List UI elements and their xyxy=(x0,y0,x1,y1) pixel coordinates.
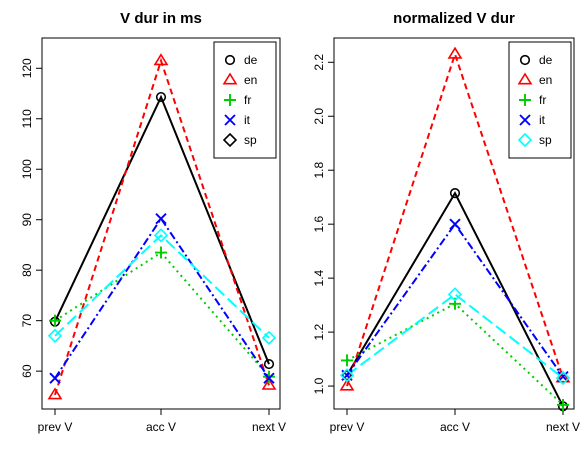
legend-label-fr: fr xyxy=(539,93,546,107)
series-line-sp xyxy=(346,293,564,379)
legend-label-en: en xyxy=(244,73,257,87)
data-point-sp xyxy=(153,228,169,243)
legend-marker-sp xyxy=(517,132,533,148)
series-line-de xyxy=(54,94,270,365)
series-line-it xyxy=(54,216,270,379)
data-point-en xyxy=(339,378,355,391)
legend: de en fr it sp xyxy=(213,41,277,159)
legend: de en fr it sp xyxy=(508,41,572,159)
y-tick-label: 90 xyxy=(20,213,34,227)
legend-label-it: it xyxy=(539,113,546,127)
plot-frame xyxy=(333,37,575,410)
data-point-it xyxy=(49,372,61,384)
data-point-fr xyxy=(263,370,275,383)
y-tick-label: 60 xyxy=(20,364,34,378)
legend-marker-it xyxy=(519,114,531,126)
data-point-sp xyxy=(339,368,355,383)
data-point-it xyxy=(449,218,461,230)
legend-label-sp: sp xyxy=(539,133,552,147)
legend-marker-fr xyxy=(519,94,531,106)
panel-1: V dur in ms 60 70 80 90 100 110 120 prev V acc V n… xyxy=(20,10,286,434)
series-line-en xyxy=(54,57,270,396)
y-tick-label: 2.0 xyxy=(312,108,326,125)
data-point-fr xyxy=(557,398,569,411)
legend-marker-fr xyxy=(224,94,236,106)
chart-title: V dur in ms xyxy=(120,10,202,27)
x-tick-label: acc V xyxy=(440,420,470,434)
data-point-en xyxy=(555,370,571,383)
data-point-en xyxy=(261,377,277,390)
data-point-en xyxy=(153,53,169,66)
y-tick-label: 80 xyxy=(20,263,34,277)
y-tick-label: 120 xyxy=(20,58,34,78)
series-line-fr xyxy=(54,251,270,378)
data-point-de xyxy=(155,91,167,103)
data-point-it xyxy=(155,213,167,225)
data-point-de xyxy=(449,188,461,199)
data-point-sp xyxy=(47,328,63,343)
legend-label-en: en xyxy=(539,73,552,87)
legend-label-de: de xyxy=(244,53,258,67)
data-point-fr xyxy=(341,354,353,367)
series-line-sp xyxy=(54,233,270,339)
y-tick-label: 110 xyxy=(20,109,34,128)
legend-marker-en xyxy=(222,72,238,85)
legend-label-de: de xyxy=(539,53,553,67)
x-tick-label: next V xyxy=(252,420,286,434)
data-point-sp xyxy=(447,287,463,302)
legend-marker-it xyxy=(224,114,236,126)
y-tick-label: 2.2 xyxy=(312,54,326,71)
y-tick-label: 1.4 xyxy=(312,269,326,286)
data-point-sp xyxy=(555,370,571,386)
x-tick-label: next V xyxy=(546,420,580,434)
data-point-sp xyxy=(261,330,277,345)
y-tick-label: 1.0 xyxy=(312,377,326,394)
panel-2: normalized V dur 1.0 1.2 1.4 1.6 1.8 2.0 2.2 pre… xyxy=(312,10,580,434)
data-point-en xyxy=(447,46,463,59)
legend-marker-sp xyxy=(222,132,238,148)
legend-marker-de xyxy=(224,54,236,66)
data-point-fr xyxy=(49,314,61,327)
data-point-en xyxy=(47,387,63,400)
x-tick-label: prev V xyxy=(38,420,73,434)
data-point-it xyxy=(263,372,275,384)
data-point-fr xyxy=(155,246,167,259)
x-tick-label: prev V xyxy=(330,420,365,434)
x-tick-label: acc V xyxy=(146,420,176,434)
y-tick-label: 1.2 xyxy=(312,323,326,340)
series-line-it xyxy=(346,222,564,378)
y-tick-label: 100 xyxy=(20,159,34,179)
legend-marker-en xyxy=(517,72,533,85)
y-tick-label: 1.8 xyxy=(312,162,326,179)
legend-label-it: it xyxy=(244,113,251,127)
legend-label-sp: sp xyxy=(244,133,257,147)
legend-label-fr: fr xyxy=(244,93,251,107)
chart-title: normalized V dur xyxy=(393,10,515,27)
y-tick-label: 1.6 xyxy=(312,216,326,233)
data-point-de xyxy=(263,358,275,370)
series-line-de xyxy=(346,191,564,407)
legend-marker-de xyxy=(519,54,531,66)
y-tick-label: 70 xyxy=(20,314,34,328)
